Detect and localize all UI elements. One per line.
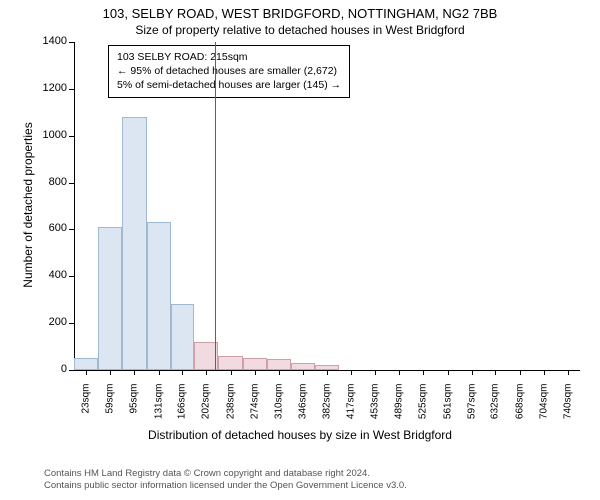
histogram-bar <box>98 227 122 370</box>
x-tick-label: 632sqm <box>490 384 501 434</box>
histogram-bar <box>171 304 195 370</box>
y-tick-label: 400 <box>29 269 67 281</box>
x-tick <box>134 370 135 375</box>
annotation-line3: 5% of semi-detached houses are larger (1… <box>117 78 341 92</box>
y-tick <box>69 276 74 277</box>
x-tick <box>86 370 87 375</box>
x-tick <box>423 370 424 375</box>
x-tick-label: 274sqm <box>249 384 260 434</box>
histogram-bar <box>315 365 339 370</box>
x-tick-label: 59sqm <box>105 384 116 434</box>
histogram-bar <box>243 358 267 370</box>
x-tick <box>448 370 449 375</box>
x-tick-label: 597sqm <box>466 384 477 434</box>
y-tick <box>69 136 74 137</box>
x-tick-label: 704sqm <box>538 384 549 434</box>
footer-line2: Contains public sector information licen… <box>44 480 407 492</box>
histogram-bar <box>218 356 242 370</box>
annotation-line2: ← 95% of detached houses are smaller (2,… <box>117 64 341 78</box>
histogram-bar <box>267 359 291 370</box>
y-tick <box>69 183 74 184</box>
x-tick <box>110 370 111 375</box>
x-tick <box>495 370 496 375</box>
x-tick-label: 668sqm <box>514 384 525 434</box>
x-tick-label: 238sqm <box>225 384 236 434</box>
y-tick <box>69 323 74 324</box>
x-tick <box>472 370 473 375</box>
x-tick-label: 202sqm <box>201 384 212 434</box>
footer-text: Contains HM Land Registry data © Crown c… <box>44 468 407 493</box>
y-tick <box>69 370 74 371</box>
y-tick-label: 0 <box>29 363 67 375</box>
x-tick-label: 95sqm <box>129 384 140 434</box>
x-tick-label: 382sqm <box>322 384 333 434</box>
annotation-line1: 103 SELBY ROAD: 215sqm <box>117 50 341 64</box>
x-tick-label: 131sqm <box>153 384 164 434</box>
x-tick <box>544 370 545 375</box>
reference-line <box>215 42 216 370</box>
y-tick-label: 1200 <box>29 82 67 94</box>
x-tick <box>206 370 207 375</box>
y-tick-label: 200 <box>29 316 67 328</box>
y-tick <box>69 89 74 90</box>
x-tick <box>375 370 376 375</box>
x-tick <box>159 370 160 375</box>
y-axis-line <box>74 42 75 370</box>
x-tick <box>182 370 183 375</box>
x-tick <box>327 370 328 375</box>
x-tick-label: 525sqm <box>418 384 429 434</box>
y-tick-label: 600 <box>29 222 67 234</box>
x-tick <box>231 370 232 375</box>
x-tick <box>568 370 569 375</box>
x-tick <box>255 370 256 375</box>
x-tick-label: 346sqm <box>298 384 309 434</box>
x-tick-label: 417sqm <box>345 384 356 434</box>
annotation-box: 103 SELBY ROAD: 215sqm ← 95% of detached… <box>108 45 350 98</box>
y-tick-label: 1000 <box>29 129 67 141</box>
chart-title-line2: Size of property relative to detached ho… <box>0 23 600 39</box>
x-tick-label: 166sqm <box>177 384 188 434</box>
y-tick <box>69 229 74 230</box>
histogram-bar <box>291 363 315 370</box>
y-tick-label: 1400 <box>29 35 67 47</box>
x-tick <box>351 370 352 375</box>
x-tick-label: 23sqm <box>81 384 92 434</box>
histogram-bar <box>74 358 98 370</box>
x-tick <box>279 370 280 375</box>
x-tick-label: 489sqm <box>394 384 405 434</box>
x-tick-label: 740sqm <box>562 384 573 434</box>
x-tick <box>303 370 304 375</box>
histogram-bar <box>122 117 146 370</box>
x-tick-label: 561sqm <box>442 384 453 434</box>
y-tick-label: 800 <box>29 176 67 188</box>
x-tick <box>399 370 400 375</box>
chart-container: 103, SELBY ROAD, WEST BRIDGFORD, NOTTING… <box>0 0 600 500</box>
histogram-bar <box>147 222 171 370</box>
x-tick <box>520 370 521 375</box>
x-tick-label: 310sqm <box>273 384 284 434</box>
x-tick-label: 453sqm <box>370 384 381 434</box>
y-tick <box>69 42 74 43</box>
footer-line1: Contains HM Land Registry data © Crown c… <box>44 468 407 480</box>
chart-title-line1: 103, SELBY ROAD, WEST BRIDGFORD, NOTTING… <box>0 0 600 23</box>
